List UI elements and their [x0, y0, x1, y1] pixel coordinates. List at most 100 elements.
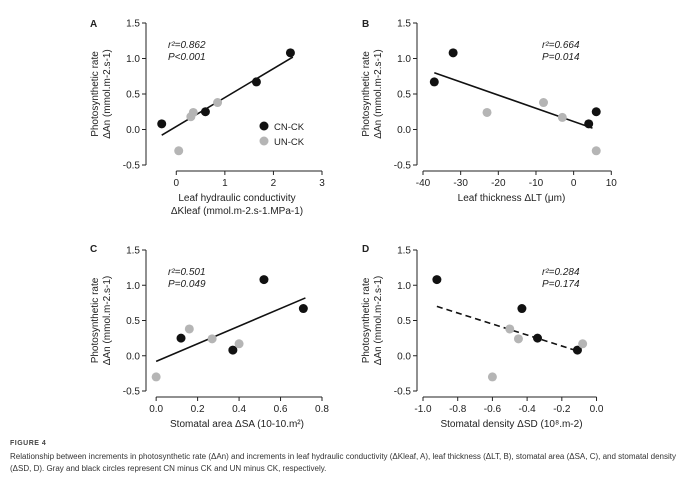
- legend-label: UN-CK: [274, 137, 305, 148]
- data-point-un-ck: [186, 112, 196, 122]
- y-tick-label: 0.0: [126, 351, 140, 362]
- data-point-cn-ck: [251, 77, 261, 87]
- x-tick-label: -0.4: [519, 404, 537, 415]
- stat-p-value: P=0.014: [542, 52, 580, 63]
- y-axis-label-units: ΔAn (mmol.m-2.s-1): [373, 49, 384, 138]
- x-axis-label-units: ΔKleaf (mmol.m-2.s-1.MPa-1): [171, 206, 303, 217]
- data-point-un-ck: [213, 98, 223, 108]
- y-axis-label: Photosynthetic rate: [361, 277, 372, 363]
- x-tick-label: 1: [222, 178, 228, 189]
- x-tick-label: -0.2: [553, 404, 571, 415]
- legend-label: CN-CK: [274, 122, 305, 133]
- y-tick-label: 1.0: [397, 281, 411, 292]
- y-tick-label: -0.5: [394, 387, 412, 398]
- data-point-cn-ck: [259, 275, 269, 285]
- regression-line: [155, 297, 306, 363]
- chart-panel-A: A -0.5 0.0 0.5 1.0 1.5 0 1 2 3 Photosynthetic rate…: [90, 19, 325, 218]
- y-tick-label: 0.0: [397, 351, 411, 362]
- data-point-un-ck: [234, 339, 244, 349]
- x-tick-label: 0: [174, 178, 180, 189]
- x-tick-label: 0.8: [315, 404, 329, 415]
- y-tick-label: 1.5: [126, 19, 140, 30]
- x-axis-label: Stomatal density ΔSD (10⁸.m-2): [440, 419, 582, 430]
- data-point-cn-ck: [517, 304, 527, 314]
- panel-label: A: [90, 19, 97, 30]
- data-point-un-ck: [207, 334, 217, 344]
- data-point-cn-ck: [157, 119, 167, 129]
- x-tick-label: 0.6: [274, 404, 288, 415]
- data-point-cn-ck: [176, 333, 186, 343]
- x-tick-label: 10: [606, 178, 618, 189]
- y-tick-label: 0.0: [397, 125, 411, 136]
- x-axis-label: Stomatal area ΔSA (10-10.m²): [170, 419, 304, 430]
- data-point-cn-ck: [448, 48, 458, 58]
- stat-r-squared: r²=0.664: [542, 40, 580, 51]
- y-tick-label: 0.5: [397, 90, 411, 101]
- data-point-cn-ck: [285, 48, 295, 58]
- x-tick-label: -0.8: [449, 404, 467, 415]
- stat-r-squared: r²=0.284: [542, 267, 580, 278]
- data-point-un-ck: [539, 98, 549, 108]
- y-tick-label: 0.5: [126, 316, 140, 327]
- x-tick-label: -10: [529, 178, 544, 189]
- regression-line: [434, 71, 593, 129]
- data-point-cn-ck: [533, 333, 543, 343]
- legend-marker-cn-ck: [259, 121, 269, 131]
- y-tick-label: 1.0: [126, 54, 140, 65]
- stat-p-value: P=0.049: [168, 279, 206, 290]
- x-tick-label: 0.4: [232, 404, 246, 415]
- data-point-un-ck: [184, 324, 194, 334]
- y-tick-label: -0.5: [123, 161, 141, 172]
- x-axis-label: Leaf hydraulic conductivity: [178, 193, 295, 204]
- panel-label: C: [90, 244, 97, 255]
- y-tick-label: 0.0: [126, 125, 140, 136]
- data-point-cn-ck: [429, 77, 439, 87]
- y-tick-label: 0.5: [126, 90, 140, 101]
- y-tick-label: 1.5: [397, 246, 411, 257]
- data-point-un-ck: [487, 372, 497, 382]
- x-tick-label: 0.0: [149, 404, 163, 415]
- y-tick-label: 1.5: [397, 19, 411, 30]
- x-tick-label: -0.6: [484, 404, 502, 415]
- y-axis-label-units: ΔAn (mmol.m-2.s-1): [373, 276, 384, 365]
- chart-panel-D: D -0.5 0.0 0.5 1.0 1.5 -1.0 -0.8 -0.6 -0.4 -0.2 0.0…: [361, 244, 604, 430]
- data-point-cn-ck: [200, 107, 210, 117]
- x-tick-label: 0: [571, 178, 577, 189]
- figure-label: FIGURE 4: [10, 440, 47, 447]
- panel-label: B: [362, 19, 369, 30]
- x-tick-label: 0.2: [191, 404, 205, 415]
- data-point-un-ck: [482, 107, 492, 117]
- legend: CN-CK UN-CK: [259, 121, 305, 148]
- x-tick-label: -20: [491, 178, 506, 189]
- regression-line: [161, 56, 294, 136]
- y-axis-label: Photosynthetic rate: [90, 51, 101, 137]
- stat-p-value: P<0.001: [168, 52, 206, 63]
- data-point-cn-ck: [572, 345, 582, 355]
- y-tick-label: 1.5: [126, 246, 140, 257]
- y-axis-label: Photosynthetic rate: [90, 277, 101, 363]
- panel-label: D: [362, 244, 369, 255]
- data-point-un-ck: [513, 334, 523, 344]
- data-point-un-ck: [591, 146, 601, 156]
- data-point-cn-ck: [432, 275, 442, 285]
- data-point-cn-ck: [228, 345, 238, 355]
- x-tick-label: -40: [416, 178, 431, 189]
- data-point-un-ck: [174, 146, 184, 156]
- data-point-cn-ck: [298, 304, 308, 314]
- y-tick-label: -0.5: [123, 387, 141, 398]
- stat-r-squared: r²=0.862: [168, 40, 206, 51]
- x-tick-label: 2: [271, 178, 277, 189]
- stat-p-value: P=0.174: [542, 279, 580, 290]
- x-tick-label: -1.0: [414, 404, 432, 415]
- chart-panel-B: B -0.5 0.0 0.5 1.0 1.5 -40 -30 -20 -10 0 10 Photosyn…: [361, 19, 617, 205]
- x-tick-label: 3: [319, 178, 325, 189]
- y-tick-label: 1.0: [126, 281, 140, 292]
- stat-r-squared: r²=0.501: [168, 267, 206, 278]
- data-point-cn-ck: [591, 107, 601, 117]
- figure-caption: FIGURE 4 Relationship between increments…: [10, 440, 692, 474]
- x-tick-label: 0.0: [590, 404, 604, 415]
- figure-caption-text: Relationship between increments in photo…: [10, 452, 676, 473]
- data-point-un-ck: [557, 112, 567, 122]
- legend-marker-un-ck: [259, 136, 269, 146]
